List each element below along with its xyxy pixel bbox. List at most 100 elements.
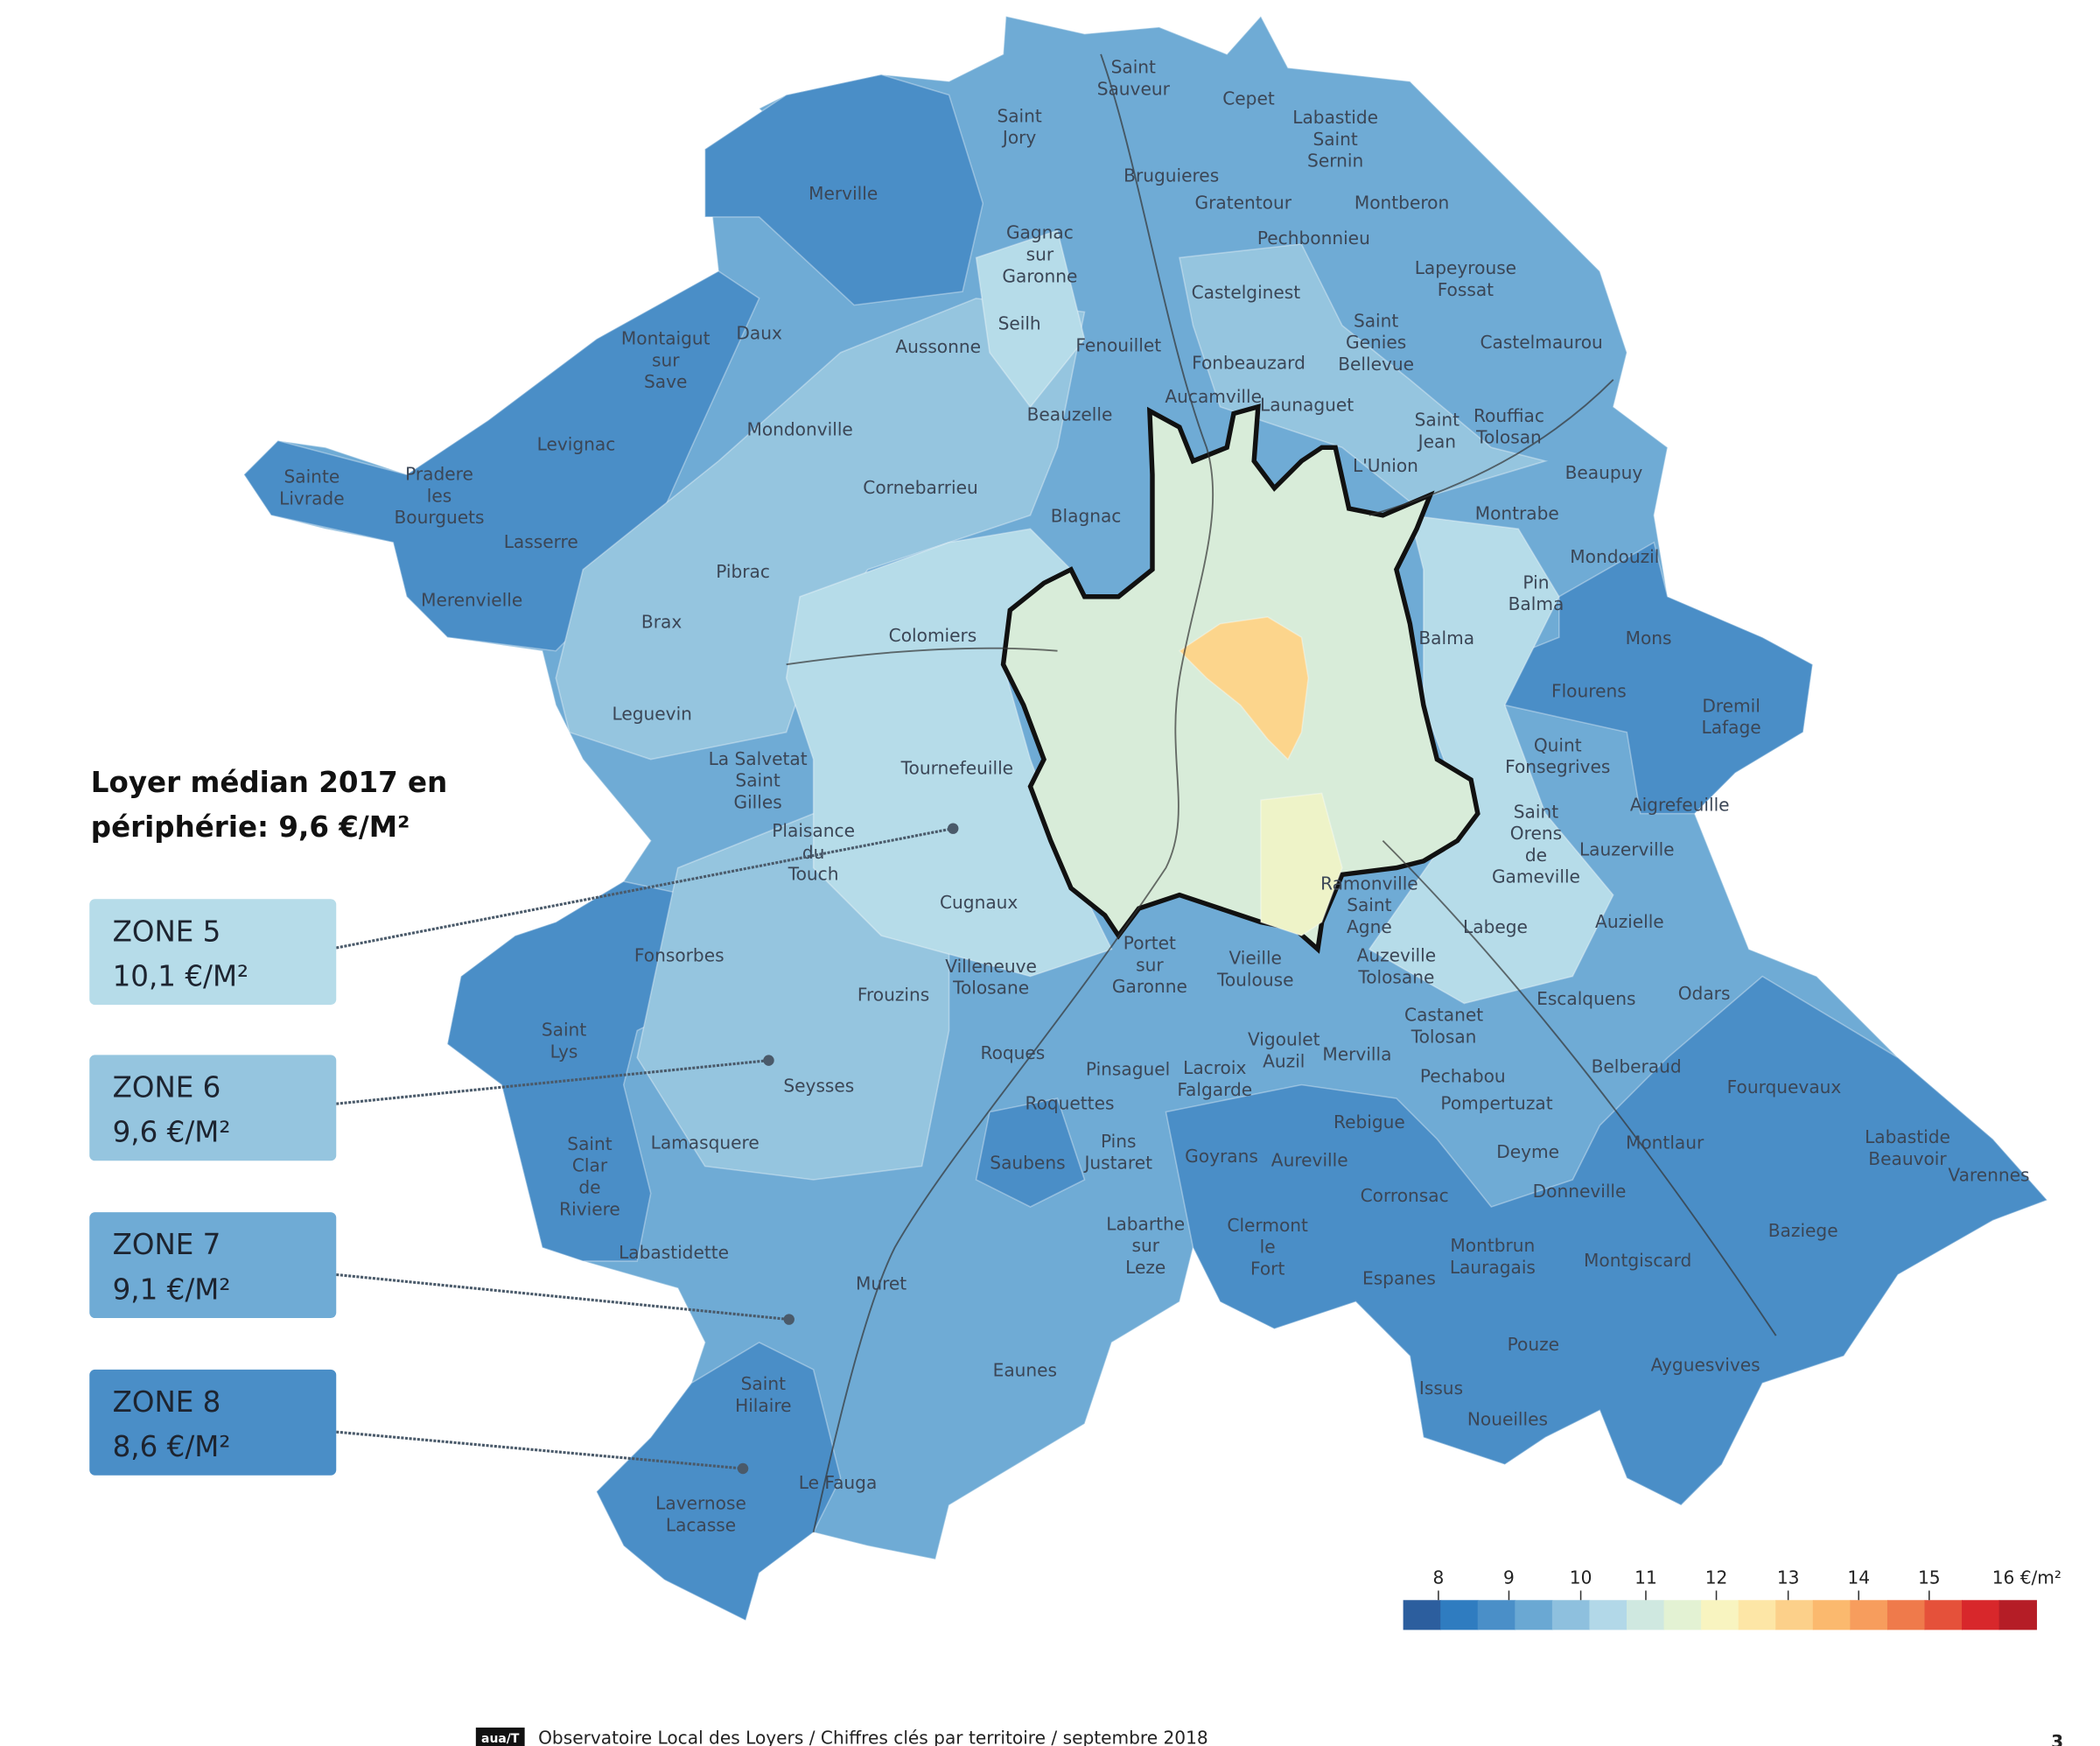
- title: Loyer médian 2017 en: [91, 766, 447, 799]
- legend-swatch: [1515, 1600, 1553, 1630]
- commune-label: Falgarde: [1177, 1079, 1252, 1100]
- commune-label: Lamasquere: [651, 1132, 760, 1153]
- commune-label: Riviere: [559, 1198, 620, 1219]
- legend-swatch: [1626, 1600, 1665, 1630]
- commune-label: Levignac: [537, 433, 616, 454]
- commune-label: Baziege: [1768, 1220, 1838, 1241]
- commune-label: Clermont: [1227, 1215, 1308, 1236]
- commune-label: Pins: [1101, 1131, 1137, 1152]
- legend-swatch: [1589, 1600, 1628, 1630]
- commune-label: Eaunes: [993, 1360, 1057, 1381]
- commune-label: Lacasse: [666, 1514, 736, 1535]
- commune-label: Montlaur: [1626, 1132, 1704, 1153]
- commune-label: Roques: [980, 1042, 1045, 1063]
- commune-label: Noueilles: [1467, 1408, 1548, 1429]
- commune-label: Rebigue: [1334, 1111, 1405, 1132]
- commune-label: Issus: [1419, 1378, 1463, 1399]
- commune-label: Lacroix: [1183, 1057, 1246, 1078]
- commune-label: Saint: [1415, 410, 1460, 431]
- leader-dot: [948, 823, 959, 834]
- zone-6-area: [1179, 243, 1549, 503]
- commune-label: Gameville: [1492, 866, 1580, 887]
- commune-label: La Salvetat: [709, 748, 808, 769]
- commune-label: le: [1260, 1237, 1276, 1258]
- leader-line: [335, 827, 954, 950]
- commune-label: Launaguet: [1260, 394, 1354, 415]
- legend-swatch: [1886, 1600, 1926, 1630]
- title: périphérie: 9,6 €/M²: [91, 810, 410, 844]
- commune-label: Fossat: [1438, 279, 1494, 300]
- commune-label: Castelginest: [1192, 282, 1301, 303]
- commune-label: Pompertuzat: [1440, 1092, 1552, 1113]
- commune-label: Flourens: [1551, 680, 1627, 701]
- commune-label: Escalquens: [1536, 988, 1635, 1009]
- commune-label: Pechbonnieu: [1257, 228, 1370, 249]
- commune-label: Merenvielle: [421, 590, 522, 611]
- commune-label: Fourquevaux: [1727, 1076, 1842, 1097]
- commune-label: Tolosan: [1475, 427, 1542, 448]
- commune-label: Lavernose: [655, 1492, 746, 1513]
- commune-label: Goyrans: [1185, 1146, 1258, 1167]
- legend-swatch: [1998, 1600, 2037, 1630]
- legend-swatch: [1924, 1600, 1963, 1630]
- footer-text: Observatoire Local des Loyers / Chiffres…: [538, 1728, 1208, 1746]
- commune-label: Cugnaux: [940, 892, 1018, 913]
- commune-label: Pinsaguel: [1086, 1059, 1170, 1080]
- commune-label: Castanet: [1404, 1005, 1483, 1026]
- commune-label: Tolosan: [1410, 1026, 1477, 1047]
- commune-label: Saint: [1312, 129, 1357, 150]
- commune-label: Lafage: [1702, 717, 1761, 738]
- commune-label: Leguevin: [612, 704, 692, 725]
- zone-name: ZONE 5: [113, 915, 221, 948]
- commune-label: Saint: [567, 1133, 612, 1154]
- commune-label: Montbrun: [1450, 1235, 1535, 1256]
- commune-label: Auzeville: [1357, 945, 1437, 966]
- zone-5-area: [975, 229, 1086, 409]
- commune-label: Varennes: [1948, 1165, 2029, 1186]
- leader-dot: [737, 1462, 749, 1475]
- commune-label: Saint: [735, 770, 780, 791]
- commune-label: Saubens: [990, 1153, 1065, 1174]
- commune-label: Gratentour: [1195, 193, 1292, 214]
- logo-box: [475, 1727, 525, 1746]
- legend-swatch: [1812, 1600, 1852, 1630]
- legend-swatch: [1775, 1600, 1814, 1630]
- zone-name: ZONE 6: [113, 1070, 221, 1104]
- commune-label: Bruguieres: [1124, 165, 1219, 186]
- commune-label: Hilaire: [735, 1395, 791, 1416]
- commune-label: Fonsorbes: [634, 945, 724, 966]
- leader-dot: [783, 1314, 794, 1325]
- commune-label: Belberaud: [1592, 1056, 1682, 1077]
- legend-tick-label: 12: [1705, 1567, 1728, 1588]
- zone-value: 10,1 €/M²: [113, 959, 248, 992]
- legend-tick-label: 10: [1570, 1567, 1592, 1588]
- zone-value: 9,6 €/M²: [113, 1116, 231, 1149]
- railway: [786, 647, 1058, 666]
- legend-swatch: [1850, 1600, 1888, 1630]
- commune-label: Bellevue: [1338, 354, 1414, 375]
- commune-label: Livrade: [279, 487, 344, 508]
- commune-label: de: [578, 1176, 600, 1197]
- railway: [1382, 839, 1777, 1336]
- commune-label: Fonsegrives: [1505, 756, 1610, 777]
- commune-label: Garonne: [1002, 265, 1077, 286]
- toulouse-south-area: [1260, 792, 1343, 936]
- commune-label: Sauveur: [1097, 78, 1171, 99]
- commune-label: Seysses: [783, 1075, 854, 1096]
- commune-label: Touch: [788, 864, 839, 885]
- commune-label: Cornebarrieu: [863, 477, 977, 498]
- commune-label: Balma: [1508, 593, 1564, 614]
- zone-name: ZONE 7: [113, 1228, 221, 1261]
- commune-label: Sernin: [1307, 151, 1363, 172]
- zone-8-area: [446, 880, 720, 1262]
- commune-label: Corronsac: [1361, 1185, 1449, 1206]
- legend-swatch: [1738, 1600, 1777, 1630]
- commune-label: Plaisance: [772, 820, 855, 841]
- commune-label: Colomiers: [889, 625, 977, 646]
- commune-label: Labege: [1463, 916, 1528, 937]
- commune-label: Gagnac: [1006, 222, 1074, 243]
- zone-legend: ZONE 5 10,1 €/M² ZONE 6 9,6 €/M² ZONE 7 9,1 €…: [89, 823, 959, 1476]
- railway: [1368, 379, 1614, 516]
- commune-label: du: [802, 842, 825, 863]
- commune-label: Montrabe: [1475, 502, 1559, 523]
